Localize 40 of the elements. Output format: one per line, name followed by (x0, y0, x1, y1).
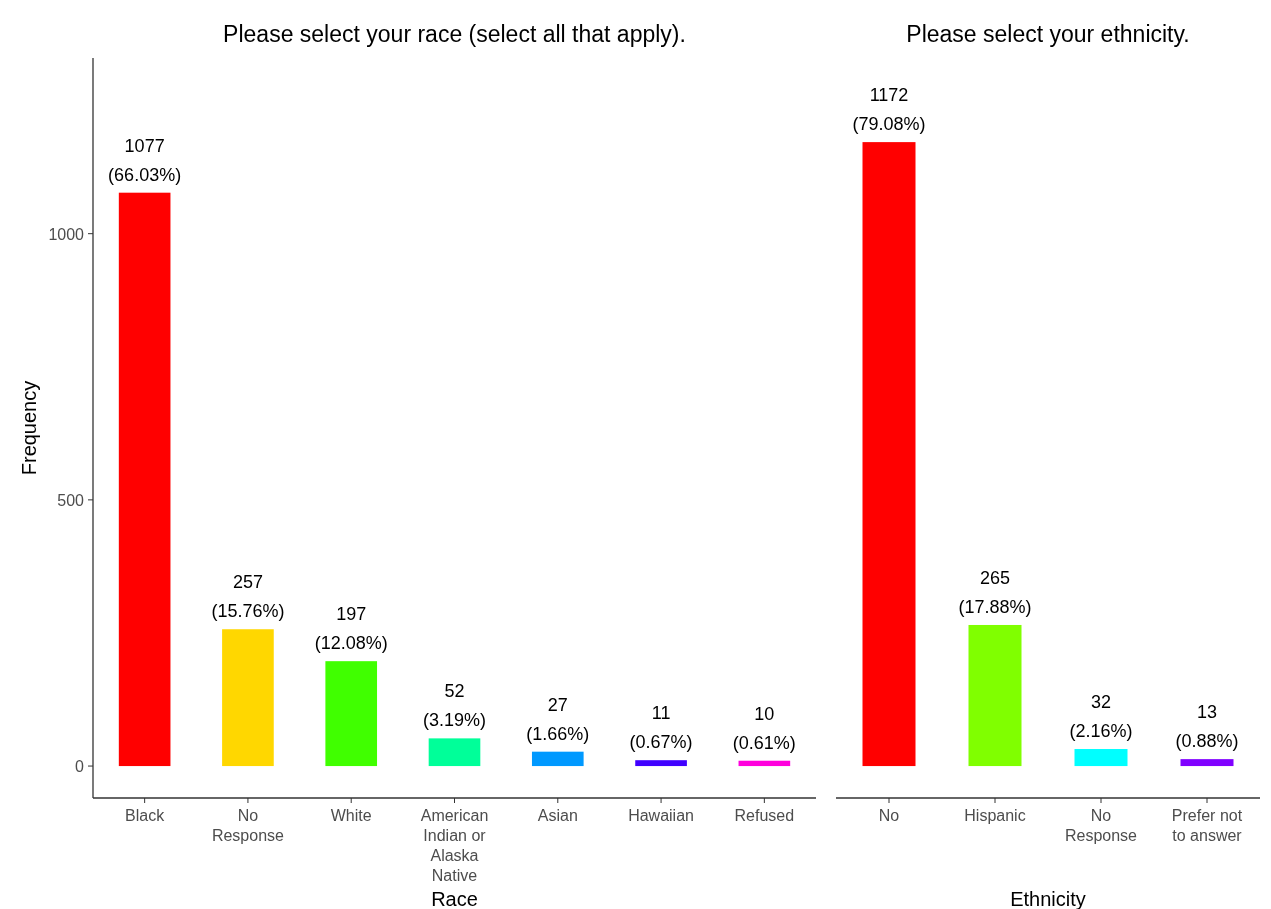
bar (635, 760, 687, 767)
data-label: 32 (2.16%) (1069, 692, 1133, 742)
data-label: 10 (0.61%) (732, 703, 796, 753)
x-axis-title: Race (431, 888, 478, 909)
x-tick-label: Prefer not to answer (1171, 807, 1243, 844)
bar (118, 192, 171, 767)
data-label: 11 (0.67%) (629, 703, 693, 753)
data-label: 13 (0.88%) (1175, 702, 1239, 752)
bar (968, 624, 1022, 767)
x-tick-label: American Indian or Alaska Native (420, 807, 489, 884)
x-tick-label: No Response (211, 807, 285, 844)
y-axis-title: Frequency (18, 380, 40, 476)
x-tick-label: No (878, 807, 900, 824)
bar (1180, 759, 1234, 767)
y-tick-label: 500 (57, 491, 85, 509)
data-label: 257 (15.76%) (211, 572, 285, 622)
chart-title: Please select your ethnicity. (906, 21, 1190, 47)
data-label: 265 (17.88%) (958, 567, 1032, 617)
chart-title: Please select your race (select all that apply). (223, 21, 686, 47)
bar (531, 751, 584, 767)
data-label: 27 (1.66%) (526, 694, 590, 744)
bar (738, 760, 791, 767)
data-label: 197 (12.08%) (314, 604, 388, 654)
bar (325, 661, 378, 767)
x-tick-label: Hawaiian (628, 807, 694, 824)
bar (1074, 749, 1128, 767)
x-tick-label: Hispanic (964, 807, 1026, 824)
data-label: 1077 (66.03%) (108, 135, 182, 185)
bar (222, 629, 274, 767)
x-tick-label: No Response (1064, 807, 1138, 844)
x-tick-label: Refused (734, 807, 795, 824)
x-tick-label: Asian (537, 807, 578, 824)
x-tick-label: White (330, 807, 372, 824)
data-label: 52 (3.19%) (422, 681, 487, 731)
y-tick-label: 0 (75, 758, 85, 776)
y-tick-label: 1000 (48, 225, 85, 243)
x-tick-label: Black (125, 807, 166, 824)
data-label: 1172 (79.08%) (852, 85, 926, 135)
bar (428, 738, 481, 767)
bar (862, 142, 916, 767)
